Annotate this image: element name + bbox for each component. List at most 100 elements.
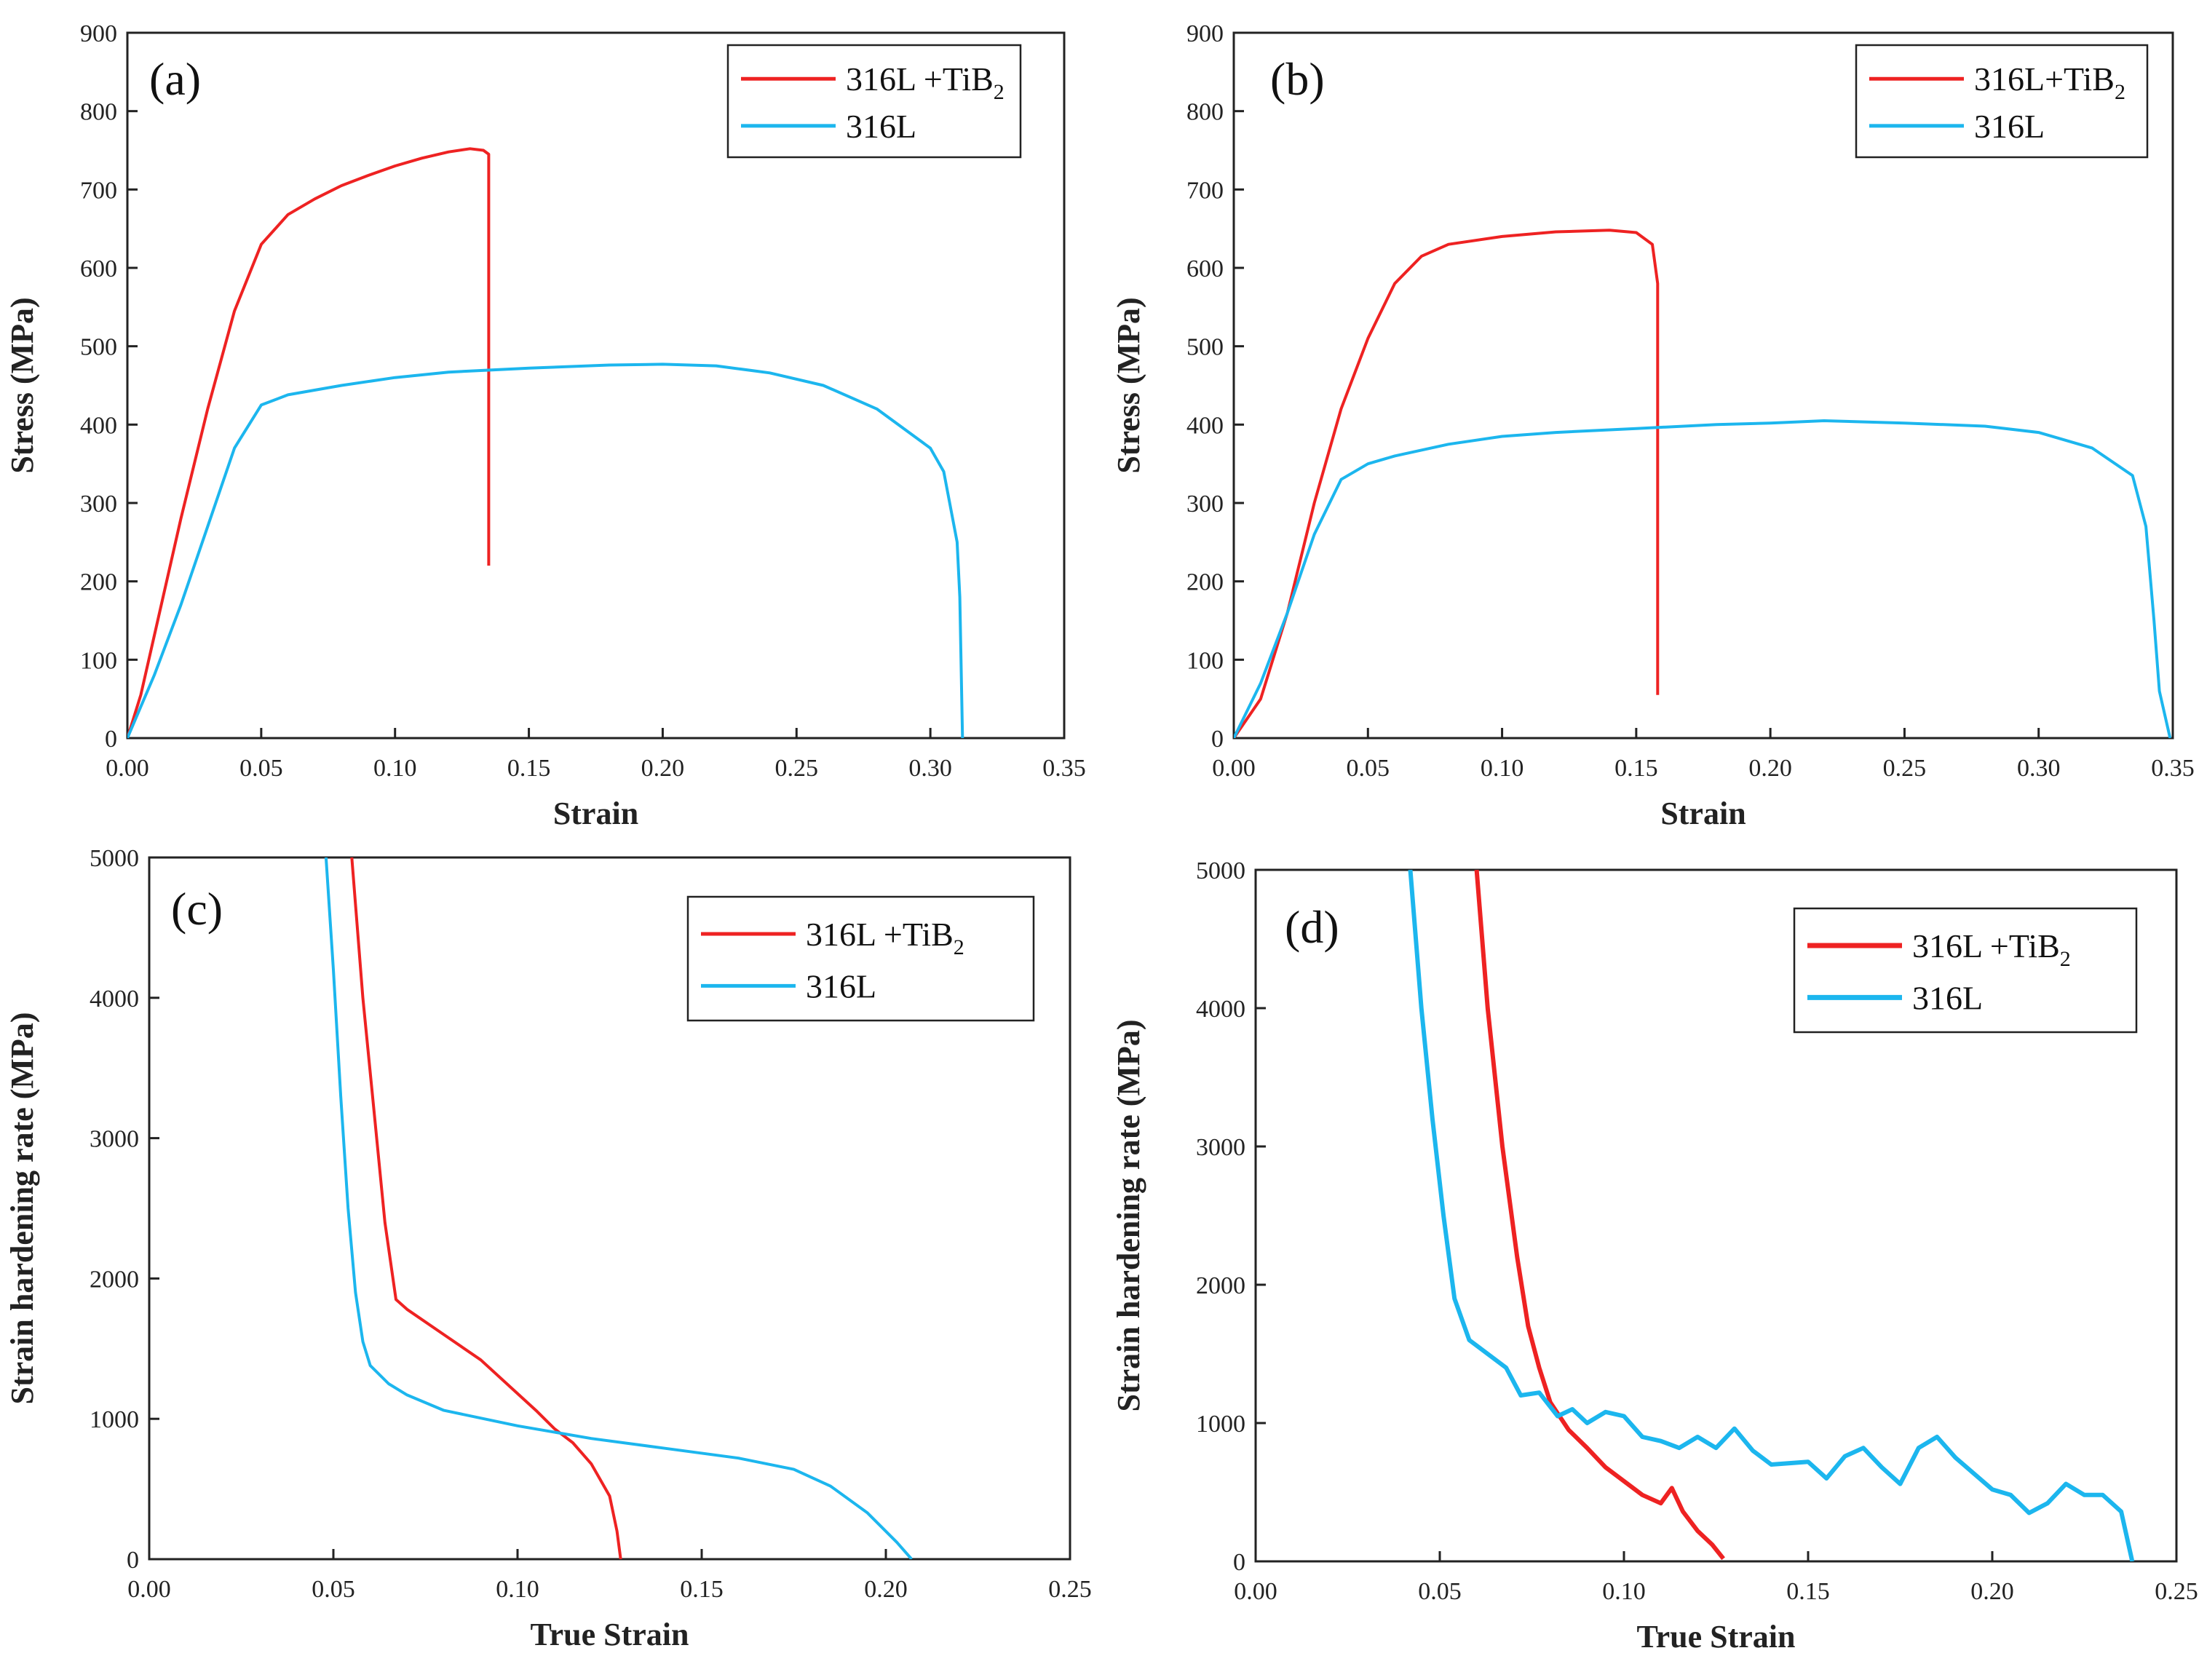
panel-label: (c) — [171, 883, 223, 935]
y-axis-label: Stress (MPa) — [1111, 297, 1146, 473]
plot-frame — [148, 856, 1071, 1561]
legend: 316L +TiB2 316L — [1793, 907, 2138, 1034]
y-tick-label: 400 — [1186, 412, 1224, 439]
series-line-composite — [1474, 870, 1725, 1561]
x-tick-label: 0.35 — [2151, 755, 2195, 782]
plot-frame — [126, 31, 1066, 740]
y-tick-label: 2000 — [1196, 1272, 1245, 1299]
y-axis-label: Stress (MPa) — [4, 297, 40, 473]
series-line-base — [324, 857, 913, 1559]
legend-entry: 316L — [846, 108, 916, 145]
plot-frame — [1232, 31, 2174, 740]
x-tick-label: 0.30 — [908, 755, 952, 782]
x-tick-label: 0.10 — [1481, 755, 1524, 782]
x-tick-label: 0.00 — [1234, 1578, 1277, 1605]
series-line-composite — [127, 147, 491, 738]
legend-box — [686, 895, 1035, 1022]
legend-box — [726, 44, 1022, 159]
y-tick-label: 700 — [80, 177, 117, 204]
x-tick-label: 0.15 — [680, 1576, 724, 1603]
legend: 316L+TiB2 316L — [1855, 44, 2149, 159]
plot-frame — [1254, 868, 2178, 1563]
panel-label: (d) — [1285, 901, 1339, 953]
x-tick-label: 0.00 — [127, 1576, 171, 1603]
y-tick-label: 200 — [1186, 569, 1224, 596]
y-tick-label: 5000 — [90, 845, 139, 872]
y-tick-label: 600 — [80, 255, 117, 282]
x-tick-label: 0.00 — [106, 755, 149, 782]
y-tick-label: 300 — [1186, 491, 1224, 518]
chart-panel-b: 0.00 0.05 0.10 0.15 0.20 0.25 0.30 0.35 0 100 200 3… — [1111, 20, 2195, 831]
series-line-base — [127, 362, 964, 738]
y-tick-label: 2000 — [90, 1266, 139, 1293]
y-tick-label: 800 — [1186, 99, 1224, 126]
x-tick-label: 0.05 — [1347, 755, 1390, 782]
y-tick-label: 0 — [105, 726, 117, 753]
y-tick-label: 900 — [1186, 20, 1224, 47]
legend-box — [1793, 907, 2138, 1034]
y-tick-label: 3000 — [1196, 1134, 1245, 1161]
y-tick-label: 100 — [80, 647, 117, 674]
legend-entry: 316L+TiB2 — [1974, 60, 2125, 104]
x-tick-label: 0.25 — [775, 755, 819, 782]
y-tick-label: 700 — [1186, 177, 1224, 204]
legend-entry: 316L — [1912, 979, 1983, 1016]
y-tick-label: 200 — [80, 569, 117, 596]
panel-label: (a) — [149, 53, 201, 105]
y-tick-label: 0 — [127, 1547, 139, 1574]
legend-entry: 316L +TiB2 — [846, 60, 1005, 104]
y-tick-label: 0 — [1211, 726, 1224, 753]
legend-entry: 316L — [806, 967, 876, 1005]
legend: 316L +TiB2 316L — [686, 895, 1035, 1022]
x-tick-label: 0.05 — [1418, 1578, 1462, 1605]
chart-panel-a: 0.00 0.05 0.10 0.15 0.20 0.25 0.30 0.35 0 100 200 3… — [4, 20, 1086, 831]
legend: 316L +TiB2 316L — [726, 44, 1022, 159]
y-tick-label: 5000 — [1196, 857, 1245, 884]
x-tick-label: 0.30 — [2017, 755, 2061, 782]
x-tick-label: 0.10 — [373, 755, 417, 782]
x-tick-label: 0.10 — [496, 1576, 539, 1603]
x-tick-label: 0.25 — [2155, 1578, 2198, 1605]
chart-panel-c: 0.00 0.05 0.10 0.15 0.20 0.25 0 1000 2000 3000 400… — [4, 845, 1092, 1652]
panel-label: (b) — [1270, 53, 1325, 105]
series-line-base — [1408, 870, 2135, 1561]
series-line-composite — [1234, 229, 1660, 738]
y-tick-label: 100 — [1186, 647, 1224, 674]
series-line-base — [1234, 419, 2172, 738]
y-tick-label: 800 — [80, 99, 117, 126]
x-tick-label: 0.10 — [1602, 1578, 1646, 1605]
x-tick-label: 0.05 — [239, 755, 283, 782]
x-axis-label: True Strain — [1637, 1619, 1796, 1655]
y-tick-label: 4000 — [1196, 996, 1245, 1023]
x-tick-label: 0.20 — [641, 755, 685, 782]
x-tick-label: 0.15 — [1614, 755, 1658, 782]
legend-box — [1855, 44, 2149, 159]
y-tick-label: 300 — [80, 491, 117, 518]
y-tick-label: 400 — [80, 412, 117, 439]
y-tick-label: 0 — [1233, 1549, 1245, 1576]
y-axis-label: Strain hardening rate (MPa) — [4, 1013, 40, 1405]
x-tick-label: 0.25 — [1048, 1576, 1092, 1603]
y-tick-label: 600 — [1186, 255, 1224, 282]
chart-panel-d: 0.00 0.05 0.10 0.15 0.20 0.25 0 1000 2000 3000 400… — [1111, 857, 2198, 1655]
x-tick-label: 0.25 — [1883, 755, 1927, 782]
legend-entry: 316L — [1974, 108, 2045, 145]
x-tick-label: 0.15 — [507, 755, 551, 782]
y-tick-label: 500 — [1186, 334, 1224, 361]
y-tick-label: 3000 — [90, 1126, 139, 1153]
x-axis-label: True Strain — [531, 1617, 689, 1652]
x-tick-label: 0.15 — [1786, 1578, 1830, 1605]
legend-entry: 316L +TiB2 — [806, 916, 964, 959]
x-tick-label: 0.00 — [1212, 755, 1256, 782]
y-tick-label: 1000 — [1196, 1411, 1245, 1438]
x-tick-label: 0.20 — [864, 1576, 908, 1603]
y-tick-label: 1000 — [90, 1406, 139, 1433]
y-axis-label: Strain hardening rate (MPa) — [1111, 1020, 1146, 1412]
y-tick-label: 500 — [80, 334, 117, 361]
legend-entry: 316L +TiB2 — [1912, 927, 2071, 971]
x-tick-label: 0.05 — [312, 1576, 355, 1603]
x-tick-label: 0.20 — [1748, 755, 1792, 782]
y-tick-label: 900 — [80, 20, 117, 47]
x-axis-label: Strain — [553, 796, 638, 831]
